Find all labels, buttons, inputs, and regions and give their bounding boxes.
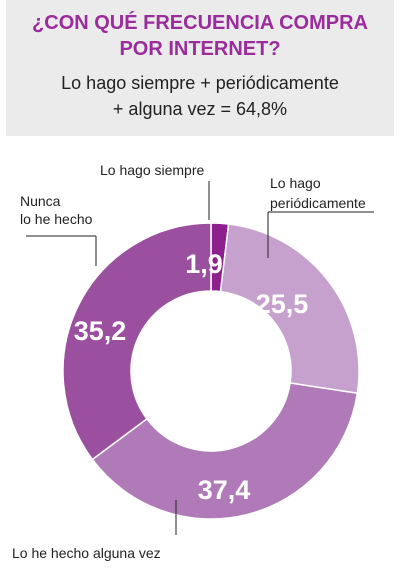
chart-header: ¿CON QUÉ FRECUENCIA COMPRA POR INTERNET?… bbox=[6, 0, 394, 136]
slice-label-3: lo he hecho bbox=[20, 211, 93, 227]
slice-label-3: Nunca bbox=[20, 193, 61, 209]
title-line-1: ¿CON QUÉ FRECUENCIA COMPRA bbox=[32, 12, 368, 34]
slice-2 bbox=[91, 382, 359, 520]
slice-label-0: Lo hago siempre bbox=[100, 162, 205, 178]
slice-1 bbox=[219, 223, 360, 395]
subtitle-line-2: + alguna vez = 64,8% bbox=[112, 99, 288, 119]
value-label-2: 37,4 bbox=[198, 475, 251, 505]
chart-subtitle: Lo hago siempre + periódicamente + algun… bbox=[6, 70, 394, 122]
value-label-1: 25,5 bbox=[256, 289, 309, 319]
slice-label-2: Lo he hecho alguna vez bbox=[12, 545, 161, 561]
chart-title: ¿CON QUÉ FRECUENCIA COMPRA POR INTERNET? bbox=[6, 10, 394, 62]
title-line-2: POR INTERNET? bbox=[119, 38, 281, 60]
slice-label-1: Lo hago bbox=[270, 175, 321, 191]
value-label-3: 35,2 bbox=[74, 316, 127, 346]
value-label-0: 1,9 bbox=[185, 249, 223, 279]
slice-3 bbox=[62, 222, 212, 461]
subtitle-line-1: Lo hago siempre + periódicamente bbox=[61, 73, 339, 93]
slice-label-1: periódicamente bbox=[270, 195, 366, 211]
